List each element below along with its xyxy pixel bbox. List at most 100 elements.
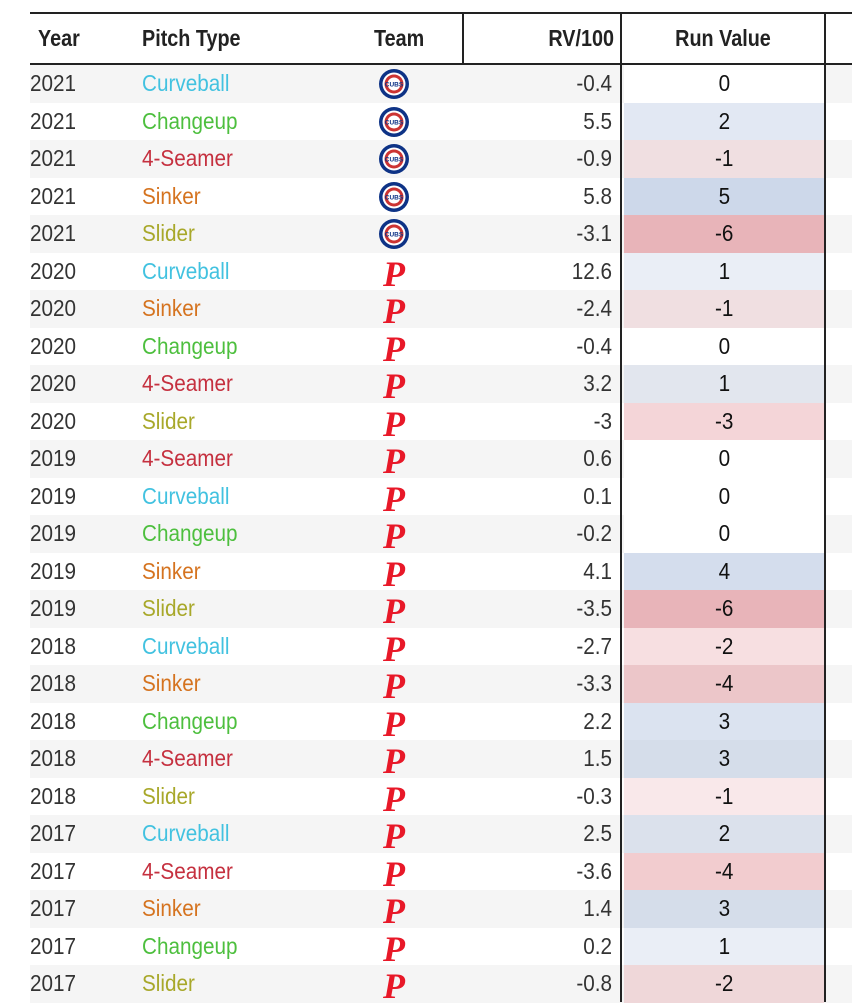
cubs-logo-icon[interactable]: CUBS: [378, 181, 410, 213]
rv100-cell: 0.2: [583, 932, 612, 959]
svg-text:P: P: [382, 893, 406, 925]
phillies-logo-icon[interactable]: P: [378, 781, 410, 813]
team-cell: P: [378, 515, 414, 553]
run-value-cell: -1: [624, 777, 824, 815]
phillies-logo-icon[interactable]: P: [378, 893, 410, 925]
pitch-type-cell: Slider: [142, 407, 195, 434]
run-value-text: -4: [714, 857, 734, 884]
rv100-cell: 3.2: [583, 370, 612, 396]
rv100-cell: 12.6: [571, 257, 612, 284]
rv100-cell: -0.3: [576, 782, 612, 809]
pitch-type-cell: Sinker: [142, 182, 201, 209]
column-header-year[interactable]: Year: [38, 25, 80, 51]
rv100-cell: -2.4: [576, 295, 612, 321]
pitch-type-cell: Slider: [142, 220, 195, 246]
run-value-cell: 4: [624, 552, 824, 590]
svg-text:P: P: [382, 781, 406, 813]
table-row: 2018 Sinker P -3.3 -4: [30, 665, 852, 703]
run-value-text: 1: [718, 932, 730, 959]
table-row: 2020 Changeup P -0.4 0: [30, 327, 852, 365]
team-cell: P: [378, 815, 414, 853]
phillies-logo-icon[interactable]: P: [378, 481, 410, 513]
pitch-type-cell: 4-Seamer: [142, 145, 233, 171]
phillies-logo-icon[interactable]: P: [378, 406, 410, 438]
year-cell: 2017: [30, 857, 77, 884]
run-value-cell: 0: [624, 65, 824, 103]
column-header-rv100[interactable]: RV/100: [548, 25, 614, 51]
table-row: 2019 4-Seamer P 0.6 0: [30, 440, 852, 478]
rv100-cell: 1.4: [583, 895, 612, 921]
run-value-text: 0: [718, 520, 730, 546]
column-header-run-value[interactable]: Run Value: [675, 25, 771, 51]
table-row: 2018 Slider P -0.3 -1: [30, 777, 852, 815]
phillies-logo-icon[interactable]: P: [378, 293, 410, 325]
table-body: 2021 Curveball CUBS -0.4 0 2021 Changeup CUBS 5.…: [30, 65, 852, 1003]
run-value-text: 0: [718, 70, 730, 96]
cubs-logo-icon[interactable]: CUBS: [378, 68, 410, 100]
table-row: 2017 Curveball P 2.5 2: [30, 815, 852, 853]
pitch-type-cell: Slider: [142, 595, 195, 621]
phillies-logo-icon[interactable]: P: [378, 256, 410, 288]
svg-text:CUBS: CUBS: [385, 232, 404, 239]
phillies-logo-icon[interactable]: P: [378, 668, 410, 700]
year-cell: 2018: [30, 782, 77, 809]
run-value-cell: 1: [624, 927, 824, 965]
run-value-text: 4: [718, 557, 730, 584]
svg-text:CUBS: CUBS: [385, 157, 404, 164]
year-cell: 2019: [30, 595, 77, 621]
year-cell: 2017: [30, 970, 77, 996]
team-cell: P: [378, 253, 414, 291]
pitch-type-cell: Curveball: [142, 482, 230, 509]
phillies-logo-icon[interactable]: P: [378, 556, 410, 588]
rv100-cell: -3.6: [576, 857, 612, 884]
cubs-logo-icon[interactable]: CUBS: [378, 106, 410, 138]
phillies-logo-icon[interactable]: P: [378, 931, 410, 963]
run-value-cell: -6: [624, 590, 824, 628]
rv100-cell: -3.5: [576, 595, 612, 621]
run-value-text: -1: [714, 295, 734, 321]
phillies-logo-icon[interactable]: P: [378, 818, 410, 850]
pitch-type-cell: Sinker: [142, 670, 201, 696]
run-value-cell: 0: [624, 515, 824, 553]
run-value-cell: 0: [624, 440, 824, 478]
column-header-pitch-type[interactable]: Pitch Type: [142, 25, 241, 51]
phillies-logo-icon[interactable]: P: [378, 443, 410, 475]
year-cell: 2020: [30, 370, 77, 396]
team-cell: P: [378, 628, 414, 666]
svg-text:P: P: [382, 706, 406, 738]
column-divider: [462, 12, 464, 65]
column-divider: [620, 12, 622, 1002]
svg-text:P: P: [382, 443, 406, 475]
rv100-cell: -3.1: [576, 220, 612, 246]
phillies-logo-icon[interactable]: P: [378, 631, 410, 663]
phillies-logo-icon[interactable]: P: [378, 593, 410, 625]
run-value-text: -2: [714, 970, 734, 996]
phillies-logo-icon[interactable]: P: [378, 706, 410, 738]
run-value-cell: -2: [624, 627, 824, 665]
svg-text:P: P: [382, 481, 406, 513]
team-cell: P: [378, 478, 414, 516]
cubs-logo-icon[interactable]: CUBS: [378, 218, 410, 250]
phillies-logo-icon[interactable]: P: [378, 743, 410, 775]
phillies-logo-icon[interactable]: P: [378, 368, 410, 400]
phillies-logo-icon[interactable]: P: [378, 518, 410, 550]
phillies-logo-icon[interactable]: P: [378, 331, 410, 363]
team-cell: P: [378, 740, 414, 778]
phillies-logo-icon[interactable]: P: [378, 856, 410, 888]
run-value-cell: 2: [624, 102, 824, 140]
svg-text:P: P: [382, 743, 406, 775]
run-value-text: -6: [714, 595, 734, 621]
svg-text:P: P: [382, 856, 406, 888]
column-header-team[interactable]: Team: [374, 25, 425, 51]
table-row: 2021 Slider CUBS -3.1 -6: [30, 215, 852, 253]
table-row: 2020 4-Seamer P 3.2 1: [30, 365, 852, 403]
year-cell: 2019: [30, 482, 77, 509]
phillies-logo-icon[interactable]: P: [378, 968, 410, 1000]
svg-text:P: P: [382, 256, 406, 288]
svg-text:P: P: [382, 293, 406, 325]
run-value-text: 1: [718, 257, 730, 284]
team-cell: P: [378, 890, 414, 928]
team-cell: P: [378, 290, 414, 328]
svg-text:CUBS: CUBS: [385, 194, 404, 201]
cubs-logo-icon[interactable]: CUBS: [378, 143, 410, 175]
